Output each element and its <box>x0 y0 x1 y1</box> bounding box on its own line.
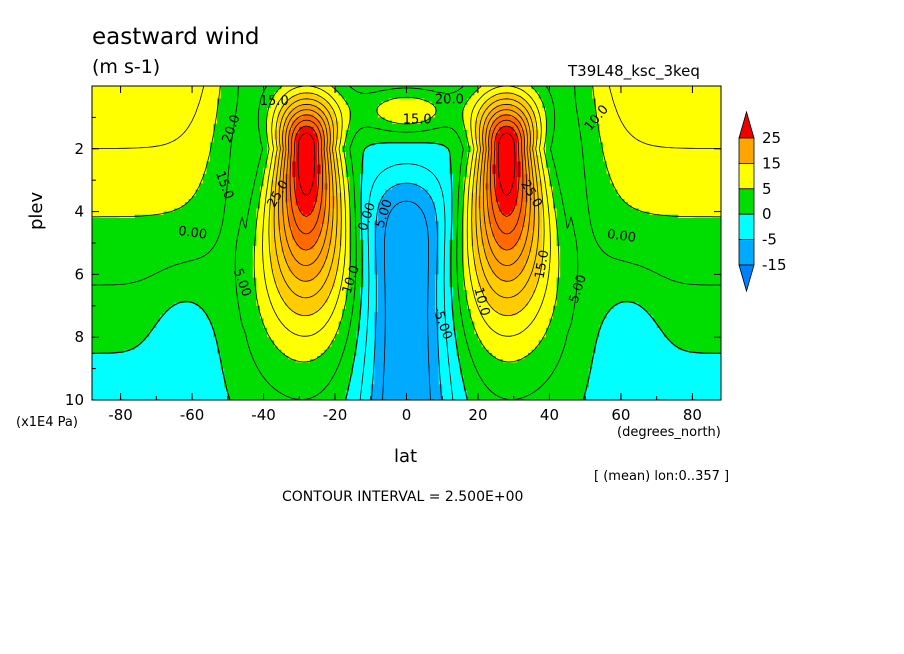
contour-plot: -80 -60 -40 -20 0 20 40 60 80246810 5.00 5.0010.0… <box>0 0 904 654</box>
